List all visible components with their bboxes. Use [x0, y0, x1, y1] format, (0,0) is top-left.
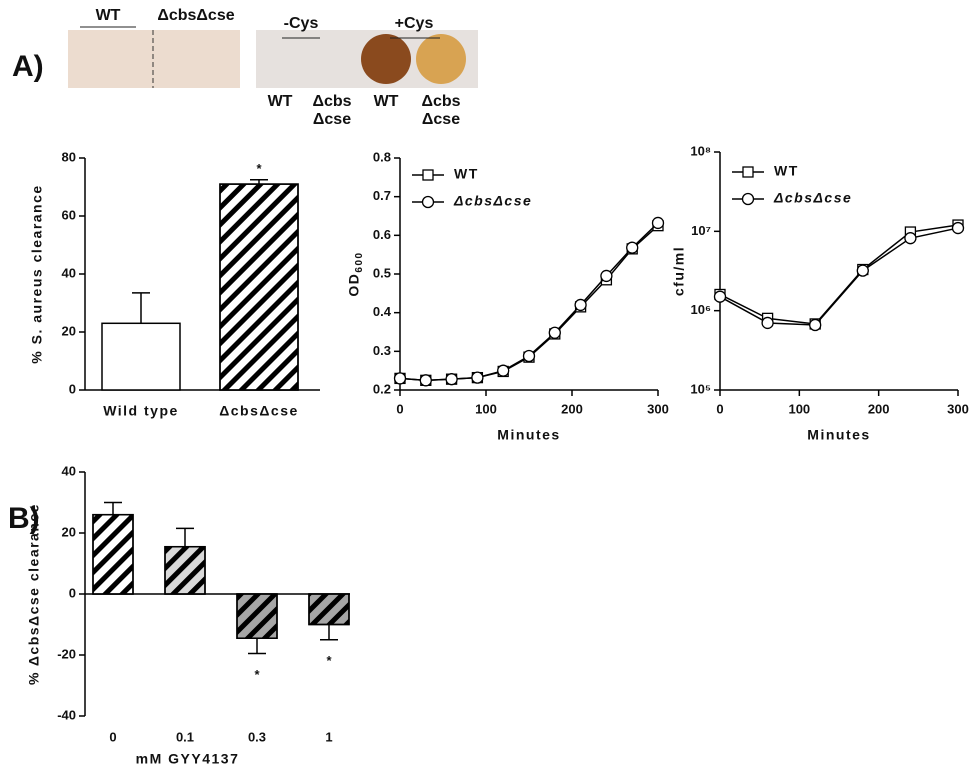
legend-marker: [743, 167, 753, 177]
x-tick-label: 100: [788, 401, 810, 416]
y-tick-label: 40: [62, 265, 76, 280]
marker: [395, 373, 406, 384]
y-tick-label: 10⁸: [690, 143, 711, 158]
legend-label: ΔcbsΔcse: [773, 190, 852, 206]
x-axis-label: mM GYY4137: [136, 751, 240, 765]
y-tick-label: 0.8: [373, 149, 391, 164]
line: [720, 225, 958, 324]
photo-colony: [361, 34, 411, 84]
x-tick-label: Wild type: [103, 403, 179, 419]
annotation: *: [256, 161, 262, 176]
marker: [420, 375, 431, 386]
marker: [627, 242, 638, 253]
x-axis-label: Minutes: [807, 427, 870, 443]
marker: [549, 327, 560, 338]
marker: [810, 319, 821, 330]
y-tick-label: 40: [62, 463, 76, 478]
annotation: *: [326, 653, 332, 668]
photo-plate: [68, 30, 240, 88]
x-tick-label: 300: [647, 401, 669, 416]
x-tick-label: 300: [947, 401, 969, 416]
legend-marker: [423, 197, 434, 208]
y-tick-label: 10⁶: [691, 302, 711, 317]
y-tick-label: 0: [69, 381, 76, 396]
photo-header: +Cys: [395, 15, 434, 32]
y-tick-label: 20: [62, 524, 76, 539]
line: [720, 228, 958, 325]
x-tick-label: 200: [561, 401, 583, 416]
photo-label: WT: [374, 93, 399, 110]
photo-header: -Cys: [284, 15, 319, 32]
photo-label: Δcse: [422, 111, 460, 128]
y-tick-label: 0: [69, 585, 76, 600]
x-tick-label: 200: [868, 401, 890, 416]
photo-label: Δcbs: [312, 93, 351, 110]
figure: A) B) WT ΔcbsΔcse -Cys +Cys WTΔcbsΔcseWT…: [0, 0, 972, 765]
panel-label: A): [12, 50, 44, 83]
marker: [905, 233, 916, 244]
marker: [446, 374, 457, 385]
y-tick-label: 0.5: [373, 265, 391, 280]
y-tick-label: 0.7: [373, 188, 391, 203]
x-tick-label: 1: [325, 729, 332, 744]
marker: [953, 223, 964, 234]
bar-hatch: [237, 594, 277, 638]
marker: [524, 350, 535, 361]
annotation: *: [254, 667, 260, 682]
y-tick-label: 0.3: [373, 343, 391, 358]
photo-label: Δcbs: [421, 93, 460, 110]
x-tick-label: 0: [716, 401, 723, 416]
photo-header: WT: [96, 7, 121, 24]
x-tick-label: ΔcbsΔcse: [219, 403, 299, 419]
marker: [762, 317, 773, 328]
photo-colony: [416, 34, 466, 84]
marker: [601, 270, 612, 281]
legend-label: WT: [454, 166, 479, 182]
legend-label: WT: [774, 163, 799, 179]
marker: [857, 265, 868, 276]
x-axis-label: Minutes: [497, 427, 560, 443]
photo-header: ΔcbsΔcse: [157, 7, 234, 24]
y-tick-label: 10⁵: [690, 381, 711, 396]
y-axis-label: % S. aureus clearance: [29, 184, 45, 363]
y-axis-label-sub: 600: [354, 251, 365, 272]
legend-label: ΔcbsΔcse: [453, 193, 532, 209]
marker: [575, 299, 586, 310]
bar: [102, 323, 180, 390]
marker: [715, 291, 726, 302]
y-axis-label: cfu/ml: [671, 246, 687, 296]
x-tick-label: 0: [109, 729, 116, 744]
y-tick-label: 60: [62, 207, 76, 222]
bar-hatch: [93, 515, 133, 594]
bar-hatch: [165, 547, 205, 594]
y-tick-label: -20: [57, 646, 76, 661]
y-tick-label: 0.2: [373, 381, 391, 396]
x-tick-label: 0.1: [176, 729, 194, 744]
legend-marker: [423, 170, 433, 180]
y-tick-label: -40: [57, 707, 76, 722]
y-axis-label: % ΔcbsΔcse clearance: [26, 503, 42, 685]
y-tick-label: 80: [62, 149, 76, 164]
photo-label: WT: [268, 93, 293, 110]
marker: [653, 217, 664, 228]
y-tick-label: 10⁷: [691, 223, 711, 238]
x-tick-label: 100: [475, 401, 497, 416]
bar-hatch: [309, 594, 349, 625]
x-tick-label: 0.3: [248, 729, 266, 744]
y-tick-label: 0.4: [373, 304, 392, 319]
bar-hatch: [220, 184, 298, 390]
marker: [498, 365, 509, 376]
y-tick-label: 0.6: [373, 227, 391, 242]
x-tick-label: 0: [396, 401, 403, 416]
y-axis-label: OD600: [346, 251, 365, 296]
marker: [472, 372, 483, 383]
y-tick-label: 20: [62, 323, 76, 338]
legend-marker: [743, 194, 754, 205]
photo-label: Δcse: [313, 111, 351, 128]
